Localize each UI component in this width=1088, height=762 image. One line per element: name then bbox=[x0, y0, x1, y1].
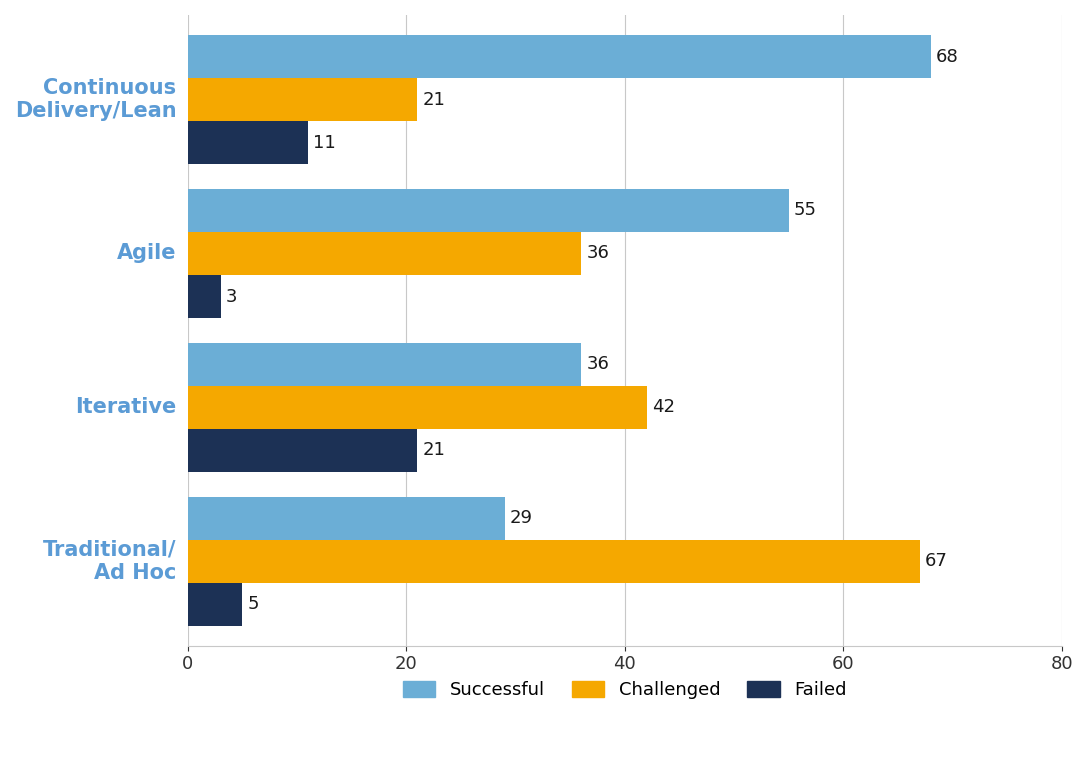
Bar bbox=[188, 35, 930, 78]
Text: 21: 21 bbox=[422, 91, 445, 109]
Bar bbox=[188, 429, 417, 472]
Bar bbox=[188, 386, 646, 429]
Bar bbox=[188, 497, 505, 539]
Text: 36: 36 bbox=[586, 355, 609, 373]
Bar bbox=[188, 539, 919, 583]
Legend: Successful, Challenged, Failed: Successful, Challenged, Failed bbox=[395, 674, 854, 706]
Bar bbox=[188, 583, 243, 626]
Bar bbox=[188, 78, 417, 121]
Bar bbox=[188, 121, 308, 165]
Text: 36: 36 bbox=[586, 245, 609, 262]
Bar bbox=[188, 189, 789, 232]
Text: 42: 42 bbox=[652, 399, 675, 416]
Text: 5: 5 bbox=[248, 595, 259, 613]
Text: 68: 68 bbox=[936, 47, 959, 66]
Bar bbox=[188, 232, 581, 275]
Text: 29: 29 bbox=[510, 509, 533, 527]
Bar bbox=[188, 343, 581, 386]
Text: 55: 55 bbox=[794, 201, 817, 219]
Text: 3: 3 bbox=[226, 287, 237, 306]
Text: 67: 67 bbox=[925, 552, 948, 570]
Text: 21: 21 bbox=[422, 441, 445, 459]
Text: 11: 11 bbox=[313, 133, 336, 152]
Bar bbox=[188, 275, 221, 318]
